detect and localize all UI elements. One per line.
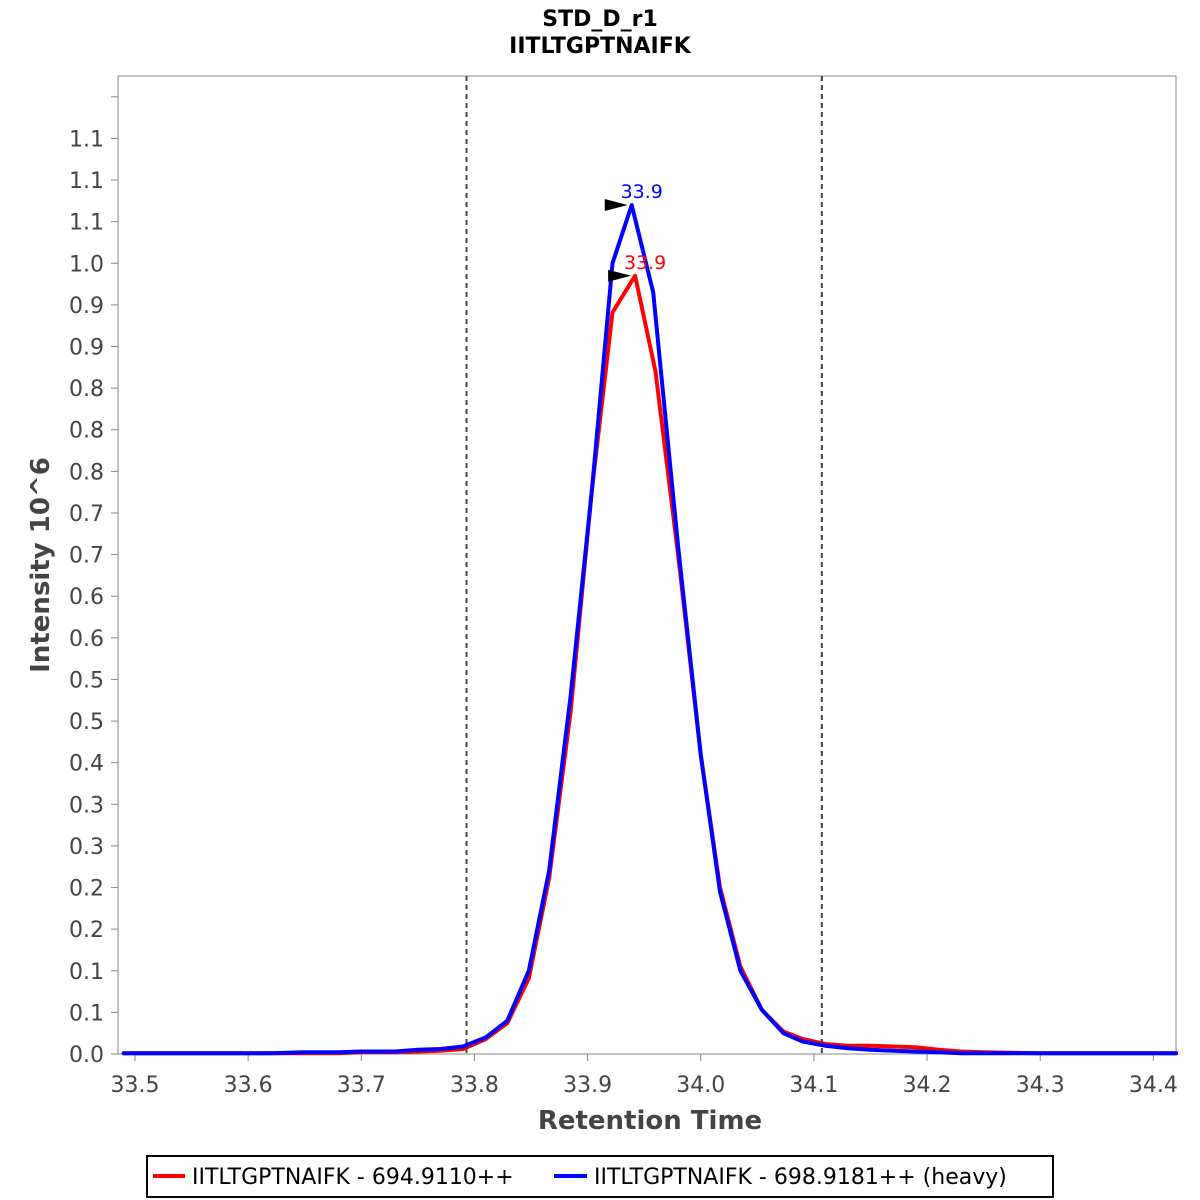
y-tick-label: 0.8: [69, 460, 104, 485]
x-tick-label: 33.7: [337, 1073, 386, 1098]
legend-label-heavy: IITLTGPTNAIFK - 698.9181++ (heavy): [594, 1165, 1007, 1190]
y-tick-label: 0.5: [69, 710, 104, 735]
peak-apex-arrow: [608, 269, 632, 282]
series-layer: [121, 203, 1178, 1056]
x-axis: 33.5 33.6 33.7 33.8 33.9 34.0 34.1 34.2 34.3 34.4: [110, 1054, 1178, 1098]
peak-rt-label: 33.9: [624, 252, 666, 274]
y-tick-label: 0.4: [69, 752, 104, 777]
plot-area: [117, 75, 1177, 1055]
x-tick-label: 34.3: [1016, 1073, 1065, 1098]
x-tick-label: 34.0: [676, 1073, 725, 1098]
peak-rt-label: 33.9: [621, 181, 663, 203]
y-tick-label: 0.3: [69, 835, 104, 860]
y-tick-label: 0.2: [69, 918, 104, 943]
x-tick-label: 34.2: [903, 1073, 952, 1098]
chart-subtitle: IITLTGPTNAIFK: [509, 34, 692, 59]
y-tick-label: 0.8: [69, 377, 104, 402]
y-tick-label: 0.2: [69, 877, 104, 902]
y-tick-label: 0.8: [69, 419, 104, 444]
x-tick-label: 33.5: [110, 1073, 159, 1098]
x-tick-label: 33.9: [563, 1073, 612, 1098]
y-tick-label: 0.5: [69, 668, 104, 693]
y-tick-label: 1.1: [69, 169, 104, 194]
x-tick-label: 33.6: [224, 1073, 273, 1098]
y-tick-label: 0.0: [69, 1043, 104, 1068]
y-tick-label: 0.1: [69, 960, 104, 985]
legend: IITLTGPTNAIFK - 694.9110++ IITLTGPTNAIFK…: [146, 1155, 1054, 1198]
y-tick-label: 1.1: [69, 127, 104, 152]
y-tick-label: 0.3: [69, 793, 104, 818]
x-axis-label: Retention Time: [538, 1106, 762, 1136]
y-tick-label: 0.7: [69, 502, 104, 527]
peak-apex-arrow: [604, 199, 628, 212]
y-tick-label: 0.6: [69, 627, 104, 652]
peak-annotations: 33.9 33.9: [604, 181, 666, 282]
y-tick-label: 0.7: [69, 544, 104, 569]
y-tick-label: 1.1: [69, 211, 104, 236]
x-tick-label: 33.8: [450, 1073, 499, 1098]
legend-label-light: IITLTGPTNAIFK - 694.9110++: [192, 1165, 514, 1190]
peak-boundaries: [465, 76, 823, 1054]
y-tick-label: 0.9: [69, 294, 104, 319]
y-axis: 0.0 0.1 0.1 0.2 0.2 0.3 0.3 0.4 0.5 0.5 0.6 0.6 0.7 0…: [69, 96, 118, 1068]
y-tick-label: 0.1: [69, 1001, 104, 1026]
x-tick-label: 34.4: [1129, 1073, 1178, 1098]
y-tick-label: 0.9: [69, 336, 104, 361]
y-tick-label: 0.6: [69, 585, 104, 610]
y-axis-label: Intensity 10^6: [26, 457, 56, 673]
series-line-heavy: [121, 203, 1178, 1056]
chart-title: STD_D_r1: [542, 7, 658, 32]
legend-box: [146, 1155, 1054, 1198]
y-tick-label: 1.0: [69, 252, 104, 277]
x-tick-label: 34.1: [789, 1073, 838, 1098]
